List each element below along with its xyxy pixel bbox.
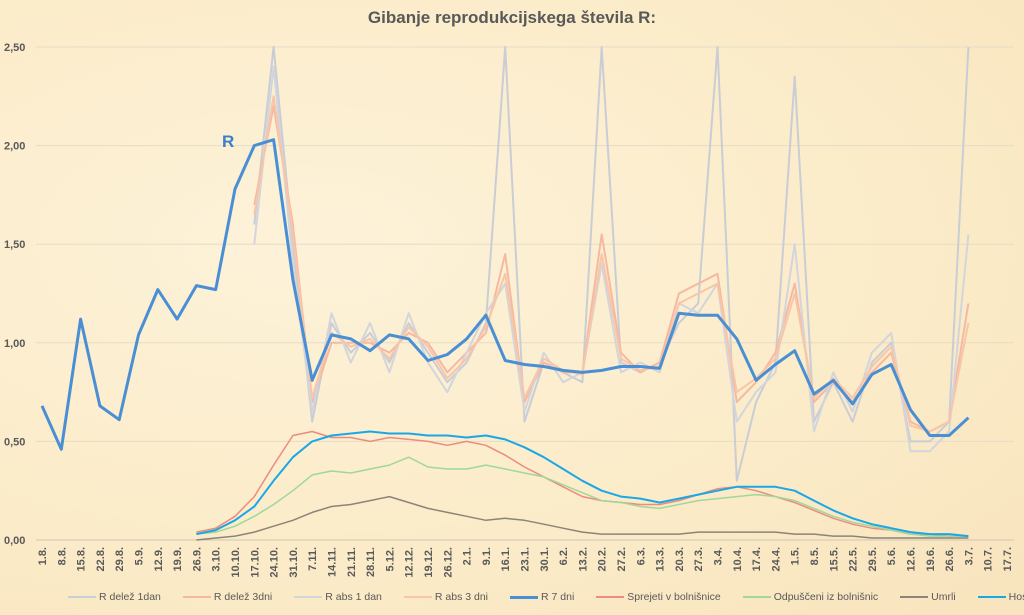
r-annotation: R — [222, 132, 234, 151]
x-tick-label: 19.6. — [925, 547, 937, 571]
x-tick-label: 12.6. — [906, 547, 918, 571]
x-tick-label: 31.10. — [288, 547, 300, 578]
legend-label: R abs 1 dan — [325, 591, 382, 603]
x-tick-label: 1.8. — [37, 547, 49, 565]
legend-item: Sprejeti v bolnišnice — [596, 591, 721, 603]
x-tick-label: 28.11. — [365, 547, 377, 577]
x-tick-label: 22.5. — [848, 547, 860, 571]
x-tick-label: 13.2. — [577, 547, 589, 571]
series-line-sprejeti-v-bolni-nice — [196, 430, 969, 537]
x-tick-label: 24.10. — [269, 547, 281, 578]
series-line-r-abs-1-dan — [253, 65, 970, 453]
series-line-r-dele-1dan — [253, 46, 970, 482]
x-tick-label: 2.1. — [462, 547, 474, 565]
legend-swatch — [294, 596, 323, 598]
x-tick-label: 12.9. — [153, 547, 165, 571]
legend-label: R 7 dni — [541, 591, 575, 603]
x-tick-label: 23.1. — [520, 547, 532, 571]
legend-item: Umrli — [900, 591, 956, 603]
x-tick-label: 1.5. — [790, 547, 802, 565]
y-tick-label: 2,00 — [4, 141, 25, 153]
series-line-hospitalizirani — [196, 430, 969, 538]
x-tick-label: 20.2. — [597, 547, 609, 571]
legend-swatch — [403, 596, 432, 598]
y-tick-label: 1,50 — [4, 239, 25, 251]
x-tick-label: 21.11. — [346, 547, 358, 577]
legend-label: Umrli — [931, 591, 956, 603]
x-tick-label: 5.9. — [134, 547, 146, 565]
y-tick-label: 1,00 — [4, 338, 25, 350]
legend: R delež 1dan R delež 3dni R abs 1 dan R … — [68, 591, 1024, 603]
x-tick-label: 19.9. — [172, 547, 184, 571]
x-tick-label: 3.4. — [713, 547, 725, 565]
legend-item: R delež 3dni — [182, 591, 273, 603]
legend-item: R 7 dni — [510, 591, 574, 603]
x-tick-label: 17.10. — [249, 547, 261, 578]
y-tick-label: 0,50 — [4, 436, 25, 448]
series-line-umrli — [196, 495, 969, 541]
x-tick-label: 3.7. — [963, 547, 975, 565]
y-tick-label: 0,00 — [4, 535, 25, 547]
series-line-r-abs-3-dni — [253, 95, 970, 433]
x-tick-label: 16.1. — [500, 547, 512, 571]
legend-label: Hospitalizirani — [1008, 591, 1024, 603]
x-tick-label: 20.3. — [674, 547, 686, 571]
legend-label: Odpuščeni iz bolnišnic — [773, 591, 879, 603]
legend-swatch — [977, 596, 1006, 598]
legend-label: R delež 3dni — [213, 591, 273, 603]
x-tick-label: 30.1. — [539, 547, 551, 571]
x-tick-label: 3.10. — [211, 547, 223, 571]
legend-item: R delež 1dan — [68, 591, 161, 603]
x-tick-label: 15.5. — [828, 547, 840, 571]
x-tick-label: 29.5. — [867, 547, 879, 571]
legend-item: R abs 1 dan — [294, 591, 382, 603]
x-tick-label: 14.11. — [327, 547, 339, 577]
legend-label: R delež 1dan — [99, 591, 161, 603]
x-tick-label: 13.3. — [655, 547, 667, 571]
x-tick-label: 9.1. — [481, 547, 493, 565]
legend-item: Odpuščeni iz bolnišnic — [742, 591, 879, 603]
x-tick-label: 17.7. — [1002, 547, 1014, 571]
x-tick-label: 6.2. — [558, 547, 570, 565]
x-tick-label: 26.6. — [944, 547, 956, 571]
x-tick-label: 27.3. — [693, 547, 705, 571]
legend-swatch — [742, 596, 771, 598]
x-tick-label: 10.7. — [983, 547, 995, 571]
y-tick-label: 2,50 — [4, 42, 25, 54]
x-tick-label: 27.2. — [616, 547, 628, 571]
legend-label: Sprejeti v bolnišnice — [627, 591, 721, 603]
x-tick-label: 5.6. — [886, 547, 898, 565]
legend-swatch — [182, 596, 211, 598]
x-tick-label: 24.4. — [770, 547, 782, 571]
x-tick-label: 7.11. — [307, 547, 319, 571]
x-tick-label: 26.12. — [442, 547, 454, 578]
x-tick-label: 29.8. — [114, 547, 126, 571]
x-tick-label: 8.5. — [809, 547, 821, 565]
x-tick-label: 19.12. — [423, 547, 435, 578]
x-tick-label: 10.4. — [732, 547, 744, 571]
x-tick-label: 12.12. — [404, 547, 416, 578]
chart-title: Gibanje reprodukcijskega števila R: — [367, 8, 657, 27]
x-tick-label: 5.12. — [384, 547, 396, 571]
x-tick-label: 6.3. — [635, 547, 647, 565]
legend-item: Hospitalizirani — [977, 591, 1024, 603]
legend-swatch — [510, 595, 539, 599]
legend-label: R abs 3 dni — [434, 591, 489, 603]
legend-swatch — [900, 596, 929, 598]
legend-swatch — [596, 596, 625, 598]
x-tick-label: 15.8. — [76, 547, 88, 571]
x-tick-label: 22.8. — [95, 547, 107, 571]
legend-swatch — [68, 596, 96, 598]
x-tick-label: 17.4. — [751, 547, 763, 571]
series-line-odpu-eni-iz-bolni-nic — [196, 456, 969, 537]
x-tick-label: 8.8. — [56, 547, 68, 565]
series-line-r-7-dni — [40, 138, 970, 451]
x-tick-label: 26.9. — [191, 547, 203, 571]
x-tick-label: 10.10. — [230, 547, 242, 578]
legend-item: R abs 3 dni — [403, 591, 489, 603]
